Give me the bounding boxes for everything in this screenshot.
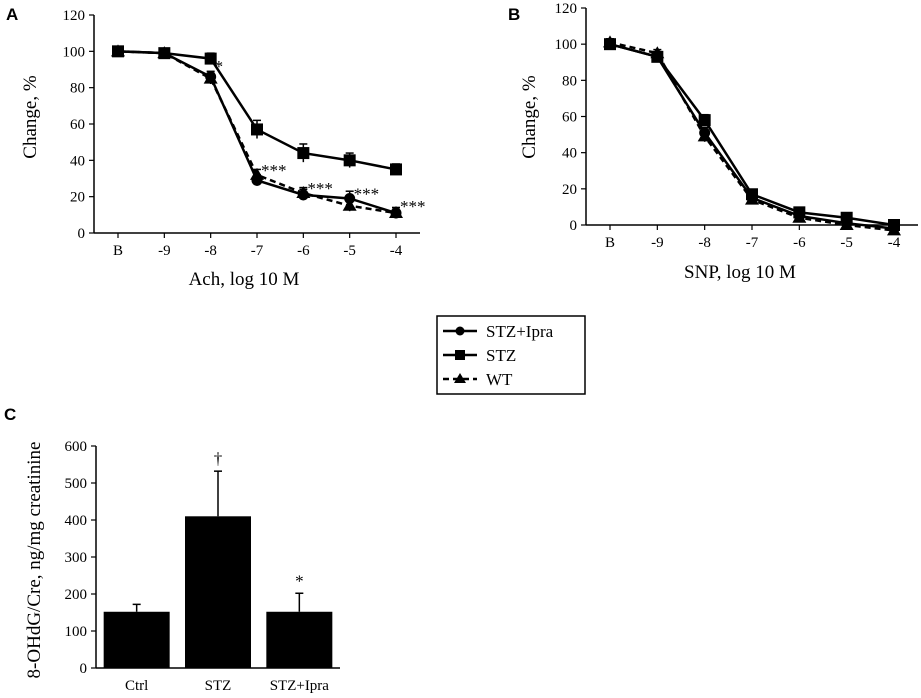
panel-c-y-tick-label: 400 — [65, 513, 88, 529]
panel-b-y-tick-label: 20 — [562, 182, 577, 198]
panel-a-data-point — [342, 198, 357, 211]
panel-a-y-tick-label: 100 — [63, 44, 86, 60]
panel-a-significance-label: *** — [261, 161, 287, 180]
panel-a: A Ach, log 10 M Change, % 0 20 40 60 80 100 12… — [6, 5, 426, 290]
legend-entry-stz-ipra: STZ+Ipra — [443, 322, 554, 341]
panel-a-series-wt — [111, 44, 403, 219]
panel-b-series-wt — [603, 35, 901, 236]
legend-marker-triangle-icon — [454, 373, 466, 383]
panel-b-series-stz-ipra — [604, 38, 900, 235]
panel-c-y-tick-label: 0 — [80, 661, 88, 677]
panel-b-y-tick-label: 100 — [555, 37, 578, 53]
panel-c-x-tick-label: STZ — [205, 678, 232, 694]
panel-b: B SNP, log 10 M Change, % 0 20 40 60 80 100 12… — [508, 1, 918, 283]
panel-a-data-point — [251, 123, 263, 136]
panel-a-data-point — [157, 46, 172, 59]
panel-b-data-point — [887, 223, 901, 236]
panel-c-y-tick-label: 300 — [65, 550, 88, 566]
panel-a-x-tick-label: -9 — [158, 243, 171, 259]
panel-a-y-tick-label: 20 — [70, 190, 85, 206]
panel-b-y-tick-label: 60 — [562, 110, 577, 126]
panel-b-x-tick-label: -9 — [651, 235, 664, 251]
panel-c-significance-label: * — [295, 571, 304, 590]
panel-a-data-point — [204, 52, 217, 65]
panel-a-y-tick-label: 40 — [70, 153, 85, 169]
panel-c-y-tick-label: 200 — [65, 587, 88, 603]
panel-b-x-tick-label: -4 — [888, 235, 901, 251]
panel-b-x-tick-label: -5 — [840, 235, 853, 251]
panel-a-data-point — [296, 186, 311, 199]
panel-a-data-point — [389, 206, 403, 219]
panel-b-data-point — [603, 35, 617, 48]
panel-b-y-tick-label: 40 — [562, 146, 577, 162]
legend-label: WT — [486, 370, 513, 389]
panel-b-y-tick-label: 80 — [562, 73, 577, 89]
panel-a-data-point — [297, 147, 310, 160]
panel-c-y-tick-label: 100 — [65, 624, 88, 640]
panel-a-data-point — [390, 163, 402, 176]
panel-a-y-tick-label: 120 — [63, 8, 86, 24]
panel-c-y-tick-label: 500 — [65, 476, 88, 492]
panel-a-significance-label: *** — [400, 197, 426, 216]
panel-c-bar — [185, 516, 251, 668]
legend-label: STZ+Ipra — [486, 322, 554, 341]
panel-a-series-stz — [112, 45, 402, 176]
panel-c-significance-label: † — [214, 449, 223, 468]
panel-b-y-tick-label: 120 — [555, 1, 578, 17]
panel-c-bar — [103, 611, 170, 668]
panel-c-letter: C — [4, 405, 16, 424]
legend: STZ+Ipra STZ WT — [436, 315, 586, 395]
panel-a-y-tick-label: 0 — [78, 226, 86, 242]
panel-a-x-tick-label: B — [113, 243, 123, 259]
panel-b-x-tick-label: -7 — [746, 235, 759, 251]
panel-c: C 8-OHdG/Cre, ng/mg creatinine 0 100 200 30… — [4, 405, 340, 694]
panel-b-data-point — [650, 46, 665, 59]
panel-a-series-line — [117, 50, 397, 171]
panel-a-significance-label: *** — [354, 184, 380, 203]
panel-a-data-point — [203, 71, 218, 84]
panel-a-x-tick-label: -7 — [251, 243, 264, 259]
panel-c-bar — [266, 611, 333, 668]
panel-b-xlabel: SNP, log 10 M — [684, 262, 796, 283]
panel-a-data-point — [250, 167, 264, 180]
panel-b-x-tick-label: -8 — [698, 235, 711, 251]
panel-a-x-tick-label: -5 — [343, 243, 356, 259]
panel-a-x-tick-label: -6 — [297, 243, 310, 259]
panel-c-y-tick-label: 600 — [65, 439, 88, 455]
panel-b-x-tick-label: B — [605, 235, 615, 251]
panel-c-x-tick-label: Ctrl — [125, 678, 148, 694]
panel-b-x-tick-label: -6 — [793, 235, 806, 251]
panel-b-data-point — [745, 192, 759, 205]
panel-b-data-point — [697, 129, 712, 142]
panel-a-xlabel: Ach, log 10 M — [189, 269, 300, 290]
panel-a-x-tick-label: -8 — [204, 243, 217, 259]
legend-label: STZ — [486, 346, 516, 365]
panel-a-data-point — [343, 154, 356, 167]
panel-b-data-point — [839, 218, 854, 230]
panel-c-ylabel: 8-OHdG/Cre, ng/mg creatinine — [24, 442, 45, 679]
panel-a-letter: A — [6, 5, 18, 24]
panel-b-data-point — [698, 114, 711, 127]
panel-a-x-tick-label: -4 — [390, 243, 403, 259]
legend-entry-wt: WT — [443, 370, 513, 389]
panel-a-y-tick-label: 60 — [70, 117, 85, 133]
legend-marker-square-icon — [455, 350, 465, 360]
panel-a-ylabel: Change, % — [20, 75, 41, 159]
panel-b-data-point — [792, 210, 807, 223]
panel-b-ylabel: Change, % — [519, 75, 540, 159]
legend-entry-stz: STZ — [443, 346, 516, 365]
panel-a-data-point — [111, 44, 125, 57]
legend-marker-circle-icon — [455, 326, 465, 336]
panel-a-significance-label: * — [215, 57, 224, 76]
panel-b-letter: B — [508, 5, 520, 24]
panel-c-x-tick-label: STZ+Ipra — [270, 678, 330, 694]
panel-a-y-tick-label: 80 — [70, 81, 85, 97]
panel-a-data-point — [344, 192, 356, 204]
panel-a-significance-label: *** — [307, 179, 333, 198]
panel-b-y-tick-label: 0 — [570, 218, 578, 234]
legend-box — [436, 315, 586, 395]
